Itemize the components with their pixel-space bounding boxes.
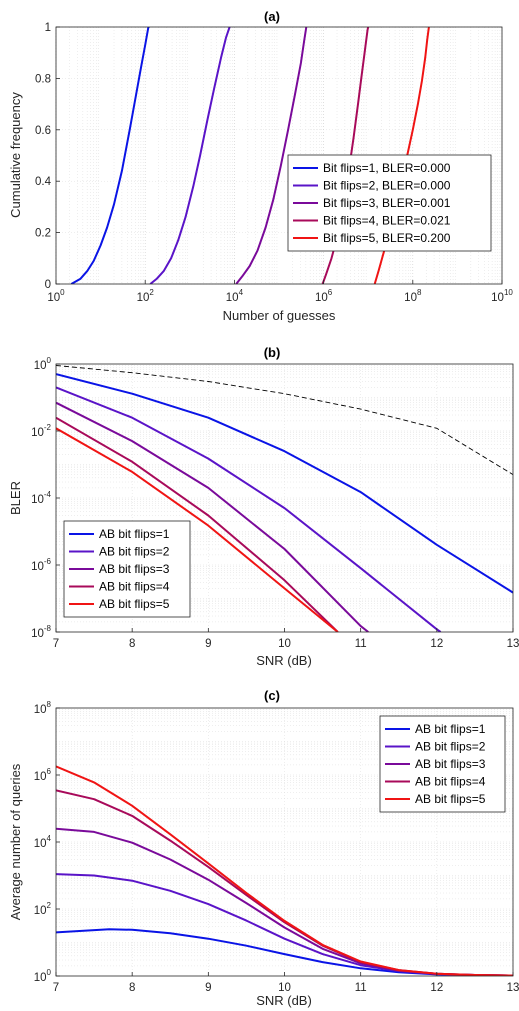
x-tick-label: 9	[205, 638, 211, 650]
reference-dashed-line	[56, 365, 513, 475]
series-line-1	[70, 27, 150, 284]
series-line-3	[56, 401, 369, 632]
panel-b-reference	[56, 365, 513, 475]
y-tick-label: 108	[34, 700, 52, 716]
y-tick-label: 0.6	[35, 125, 51, 137]
panel-a: (a) 100 102 104 106 108 1010 0 0.2 0.4 0.6 0.8 1 N…	[8, 9, 513, 323]
panel-a-series	[70, 27, 430, 284]
y-tick-label: 0.4	[35, 176, 52, 188]
x-tick-label: 11	[355, 638, 367, 650]
y-tick-label: 0.2	[35, 228, 51, 240]
panel-c-xlabel: SNR (dB)	[256, 993, 312, 1008]
series-line-3	[235, 27, 308, 284]
legend-label-2: Bit flips=2, BLER=0.000	[323, 179, 451, 193]
y-tick-label: 104	[34, 834, 52, 850]
x-tick-label: 13	[507, 638, 519, 650]
panel-b-legend: AB bit flips=1 AB bit flips=2 AB bit flips…	[63, 520, 191, 618]
panel-a-plot-frame	[55, 26, 503, 285]
legend-label-2: AB bit flips=2	[99, 545, 170, 559]
y-tick-label: 100	[34, 356, 52, 372]
panel-c-xticks: 7 8 9 10 11 12 13	[53, 972, 519, 994]
series-line-5	[56, 427, 339, 632]
x-tick-label: 10	[278, 982, 291, 994]
panel-c-yticks: 100 102 104 106 108	[34, 700, 60, 984]
series-line-4	[321, 27, 370, 284]
panel-a-yticks: 0 0.2 0.4 0.6 0.8 1	[35, 22, 60, 291]
panel-a-ylabel: Cumulative frequency	[8, 92, 23, 218]
legend-label-5: AB bit flips=5	[99, 597, 170, 611]
legend-label-4: AB bit flips=4	[415, 775, 486, 789]
panel-b-ylabel: BLER	[8, 481, 23, 515]
legend-label-3: Bit flips=3, BLER=0.001	[323, 196, 451, 210]
x-tick-label: 1010	[491, 288, 513, 304]
x-tick-label: 9	[205, 982, 211, 994]
panel-b-title: (b)	[264, 345, 281, 360]
y-tick-label: 10-6	[31, 557, 51, 573]
panel-c: (c) 7 8 9 10 11 12 13 100 102 104 106 108 SNR (dB)…	[8, 688, 519, 1008]
x-tick-label: 8	[129, 638, 135, 650]
y-tick-label: 1	[45, 22, 51, 34]
legend-label-3: AB bit flips=3	[99, 562, 170, 576]
panel-c-title: (c)	[264, 688, 280, 703]
legend-label-4: AB bit flips=4	[99, 580, 170, 594]
x-tick-label: 8	[129, 982, 135, 994]
y-tick-label: 10-2	[31, 423, 51, 439]
panel-c-ylabel: Average number of queries	[8, 763, 23, 920]
y-tick-label: 10-4	[31, 490, 51, 506]
panel-c-legend: AB bit flips=1 AB bit flips=2 AB bit flips…	[379, 715, 506, 813]
panel-b-xticks: 7 8 9 10 11 12 13	[53, 628, 519, 650]
panel-a-legend: Bit flips=1, BLER=0.000 Bit flips=2, BLER…	[287, 154, 492, 252]
x-tick-label: 7	[53, 982, 59, 994]
panel-b-yticks: 10-8 10-6 10-4 10-2 100	[31, 356, 60, 640]
panel-a-xlabel: Number of guesses	[223, 308, 336, 323]
legend-label-4: Bit flips=4, BLER=0.021	[323, 214, 451, 228]
x-tick-label: 104	[226, 288, 244, 304]
legend-label-5: Bit flips=5, BLER=0.200	[323, 231, 451, 245]
legend-label-3: AB bit flips=3	[415, 757, 486, 771]
x-tick-label: 10	[278, 638, 291, 650]
y-tick-label: 106	[34, 767, 52, 783]
series-line-2	[149, 27, 231, 284]
x-tick-label: 12	[430, 982, 443, 994]
legend-label-1: Bit flips=1, BLER=0.000	[323, 161, 451, 175]
legend-label-1: AB bit flips=1	[415, 722, 486, 736]
legend-label-5: AB bit flips=5	[415, 792, 486, 806]
legend-label-2: AB bit flips=2	[415, 740, 486, 754]
series-line-1	[56, 373, 513, 594]
legend-label-1: AB bit flips=1	[99, 527, 170, 541]
y-tick-label: 10-8	[31, 624, 51, 640]
x-tick-label: 102	[137, 288, 155, 304]
panel-a-xticks: 100 102 104 106 108 1010	[47, 280, 513, 304]
x-tick-label: 11	[355, 982, 367, 994]
y-tick-label: 0.8	[35, 73, 51, 85]
panel-a-title: (a)	[264, 9, 280, 24]
x-tick-label: 13	[507, 982, 519, 994]
y-tick-label: 100	[34, 968, 52, 984]
series-line-4	[56, 416, 339, 632]
panel-b: (b) 7 8 9 10 11 12 13 10-8 10-6 10-4 10-2 100 SNR …	[8, 345, 519, 668]
panel-a-legend-box	[287, 154, 492, 252]
x-tick-label: 7	[53, 638, 59, 650]
y-tick-label: 0	[45, 279, 51, 291]
x-tick-label: 106	[315, 288, 333, 304]
x-tick-label: 108	[404, 288, 422, 304]
y-tick-label: 102	[34, 901, 52, 917]
panel-b-xlabel: SNR (dB)	[256, 653, 312, 668]
x-tick-label: 12	[430, 638, 443, 650]
x-tick-label: 100	[47, 288, 65, 304]
